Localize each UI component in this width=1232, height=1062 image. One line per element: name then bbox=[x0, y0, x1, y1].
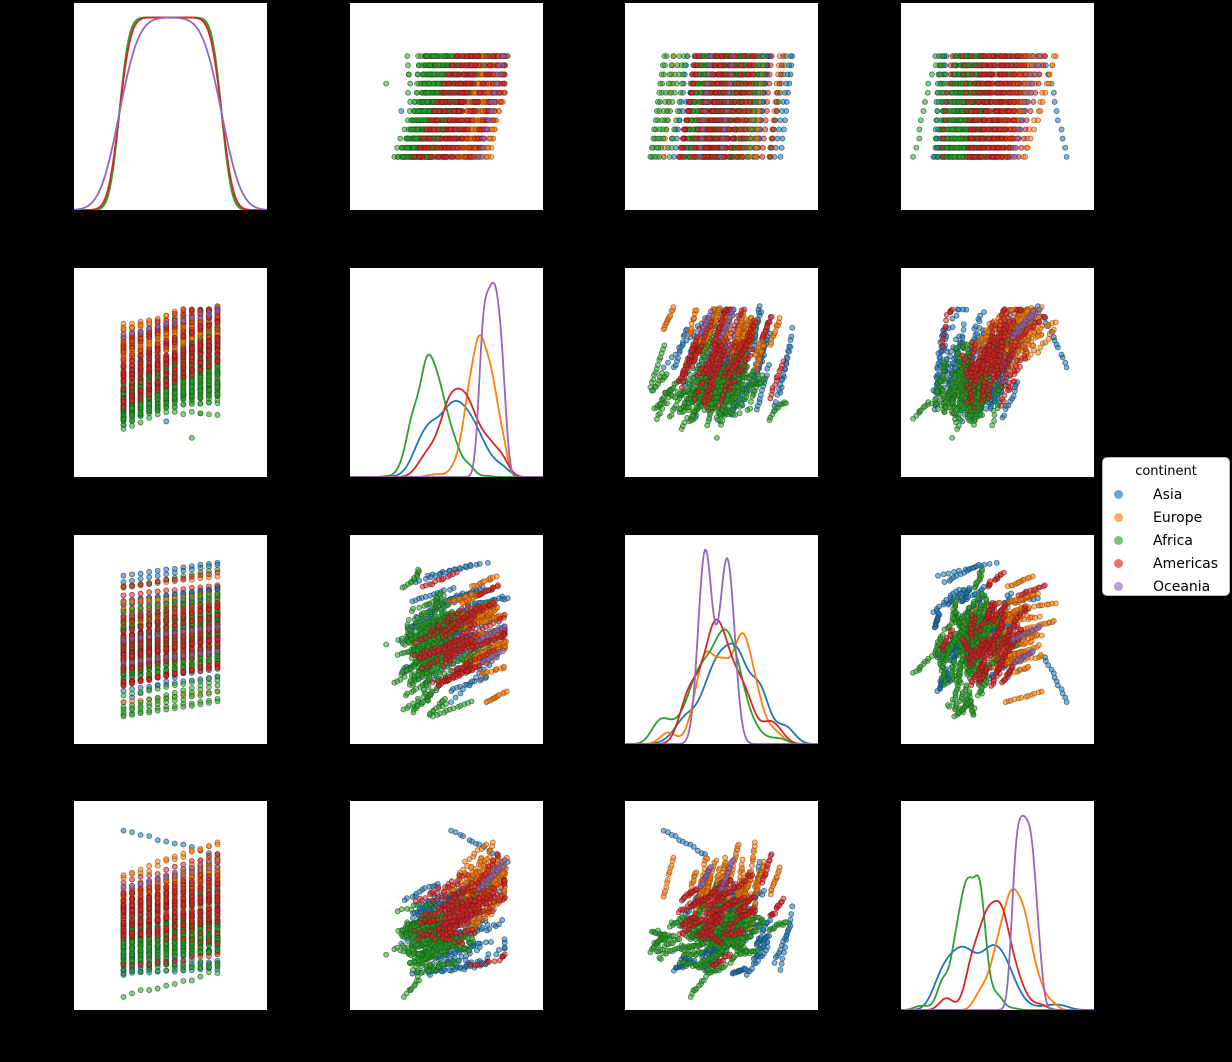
scatter-canvas-2-0 bbox=[74, 535, 267, 744]
scatter-canvas-3-1 bbox=[350, 801, 543, 1010]
legend-label-europe: Europe bbox=[1153, 509, 1203, 526]
scatter-canvas-2-1 bbox=[350, 535, 543, 744]
pairplot-cell-2-1 bbox=[350, 535, 543, 744]
pairplot-cell-3-2 bbox=[625, 801, 818, 1010]
pairplot-cell-0-1 bbox=[350, 3, 543, 210]
pairplot-cell-2-2 bbox=[625, 535, 818, 744]
pairplot-cell-0-0 bbox=[74, 3, 267, 210]
pairplot-cell-1-2 bbox=[625, 268, 818, 477]
scatter-canvas-0-2 bbox=[625, 3, 818, 210]
scatter-canvas-3-2 bbox=[625, 801, 818, 1010]
pairplot-cell-3-3 bbox=[901, 801, 1094, 1010]
legend-entry-oceania: Oceania bbox=[1103, 575, 1229, 598]
pairplot-cell-2-0 bbox=[74, 535, 267, 744]
scatter-canvas-1-2 bbox=[625, 268, 818, 477]
scatter-canvas-3-0 bbox=[74, 801, 267, 1010]
legend-marker-asia bbox=[1114, 490, 1123, 499]
pairplot-cell-0-3 bbox=[901, 3, 1094, 210]
legend-entry-africa: Africa bbox=[1103, 529, 1229, 552]
scatter-canvas-1-0 bbox=[74, 268, 267, 477]
scatter-canvas-0-3 bbox=[901, 3, 1094, 210]
kde-canvas-3-3 bbox=[901, 801, 1094, 1010]
pairplot-cell-1-1 bbox=[350, 268, 543, 477]
legend-marker-americas bbox=[1114, 559, 1123, 568]
pairplot-cell-2-3 bbox=[901, 535, 1094, 744]
scatter-canvas-1-3 bbox=[901, 268, 1094, 477]
pairplot-cell-1-0 bbox=[74, 268, 267, 477]
legend-label-africa: Africa bbox=[1153, 532, 1193, 549]
kde-canvas-2-2 bbox=[625, 535, 818, 744]
pairplot-cell-3-1 bbox=[350, 801, 543, 1010]
legend-entry-asia: Asia bbox=[1103, 483, 1229, 506]
legend-title: continent bbox=[1135, 464, 1197, 479]
legend-marker-europe bbox=[1114, 513, 1123, 522]
scatter-canvas-2-3 bbox=[901, 535, 1094, 744]
legend: continent Asia Europe Africa Americas Oc… bbox=[1102, 457, 1230, 596]
legend-entry-europe: Europe bbox=[1103, 506, 1229, 529]
legend-entry-americas: Americas bbox=[1103, 552, 1229, 575]
pairplot-cell-3-0 bbox=[74, 801, 267, 1010]
legend-label-americas: Americas bbox=[1153, 555, 1219, 572]
kde-canvas-1-1 bbox=[350, 268, 543, 477]
legend-label-oceania: Oceania bbox=[1153, 578, 1211, 595]
legend-marker-africa bbox=[1114, 536, 1123, 545]
scatter-canvas-0-1 bbox=[350, 3, 543, 210]
legend-marker-oceania bbox=[1114, 582, 1123, 591]
pairplot-cell-1-3 bbox=[901, 268, 1094, 477]
kde-canvas-0-0 bbox=[74, 3, 267, 210]
pairplot-cell-0-2 bbox=[625, 3, 818, 210]
legend-label-asia: Asia bbox=[1153, 486, 1183, 503]
